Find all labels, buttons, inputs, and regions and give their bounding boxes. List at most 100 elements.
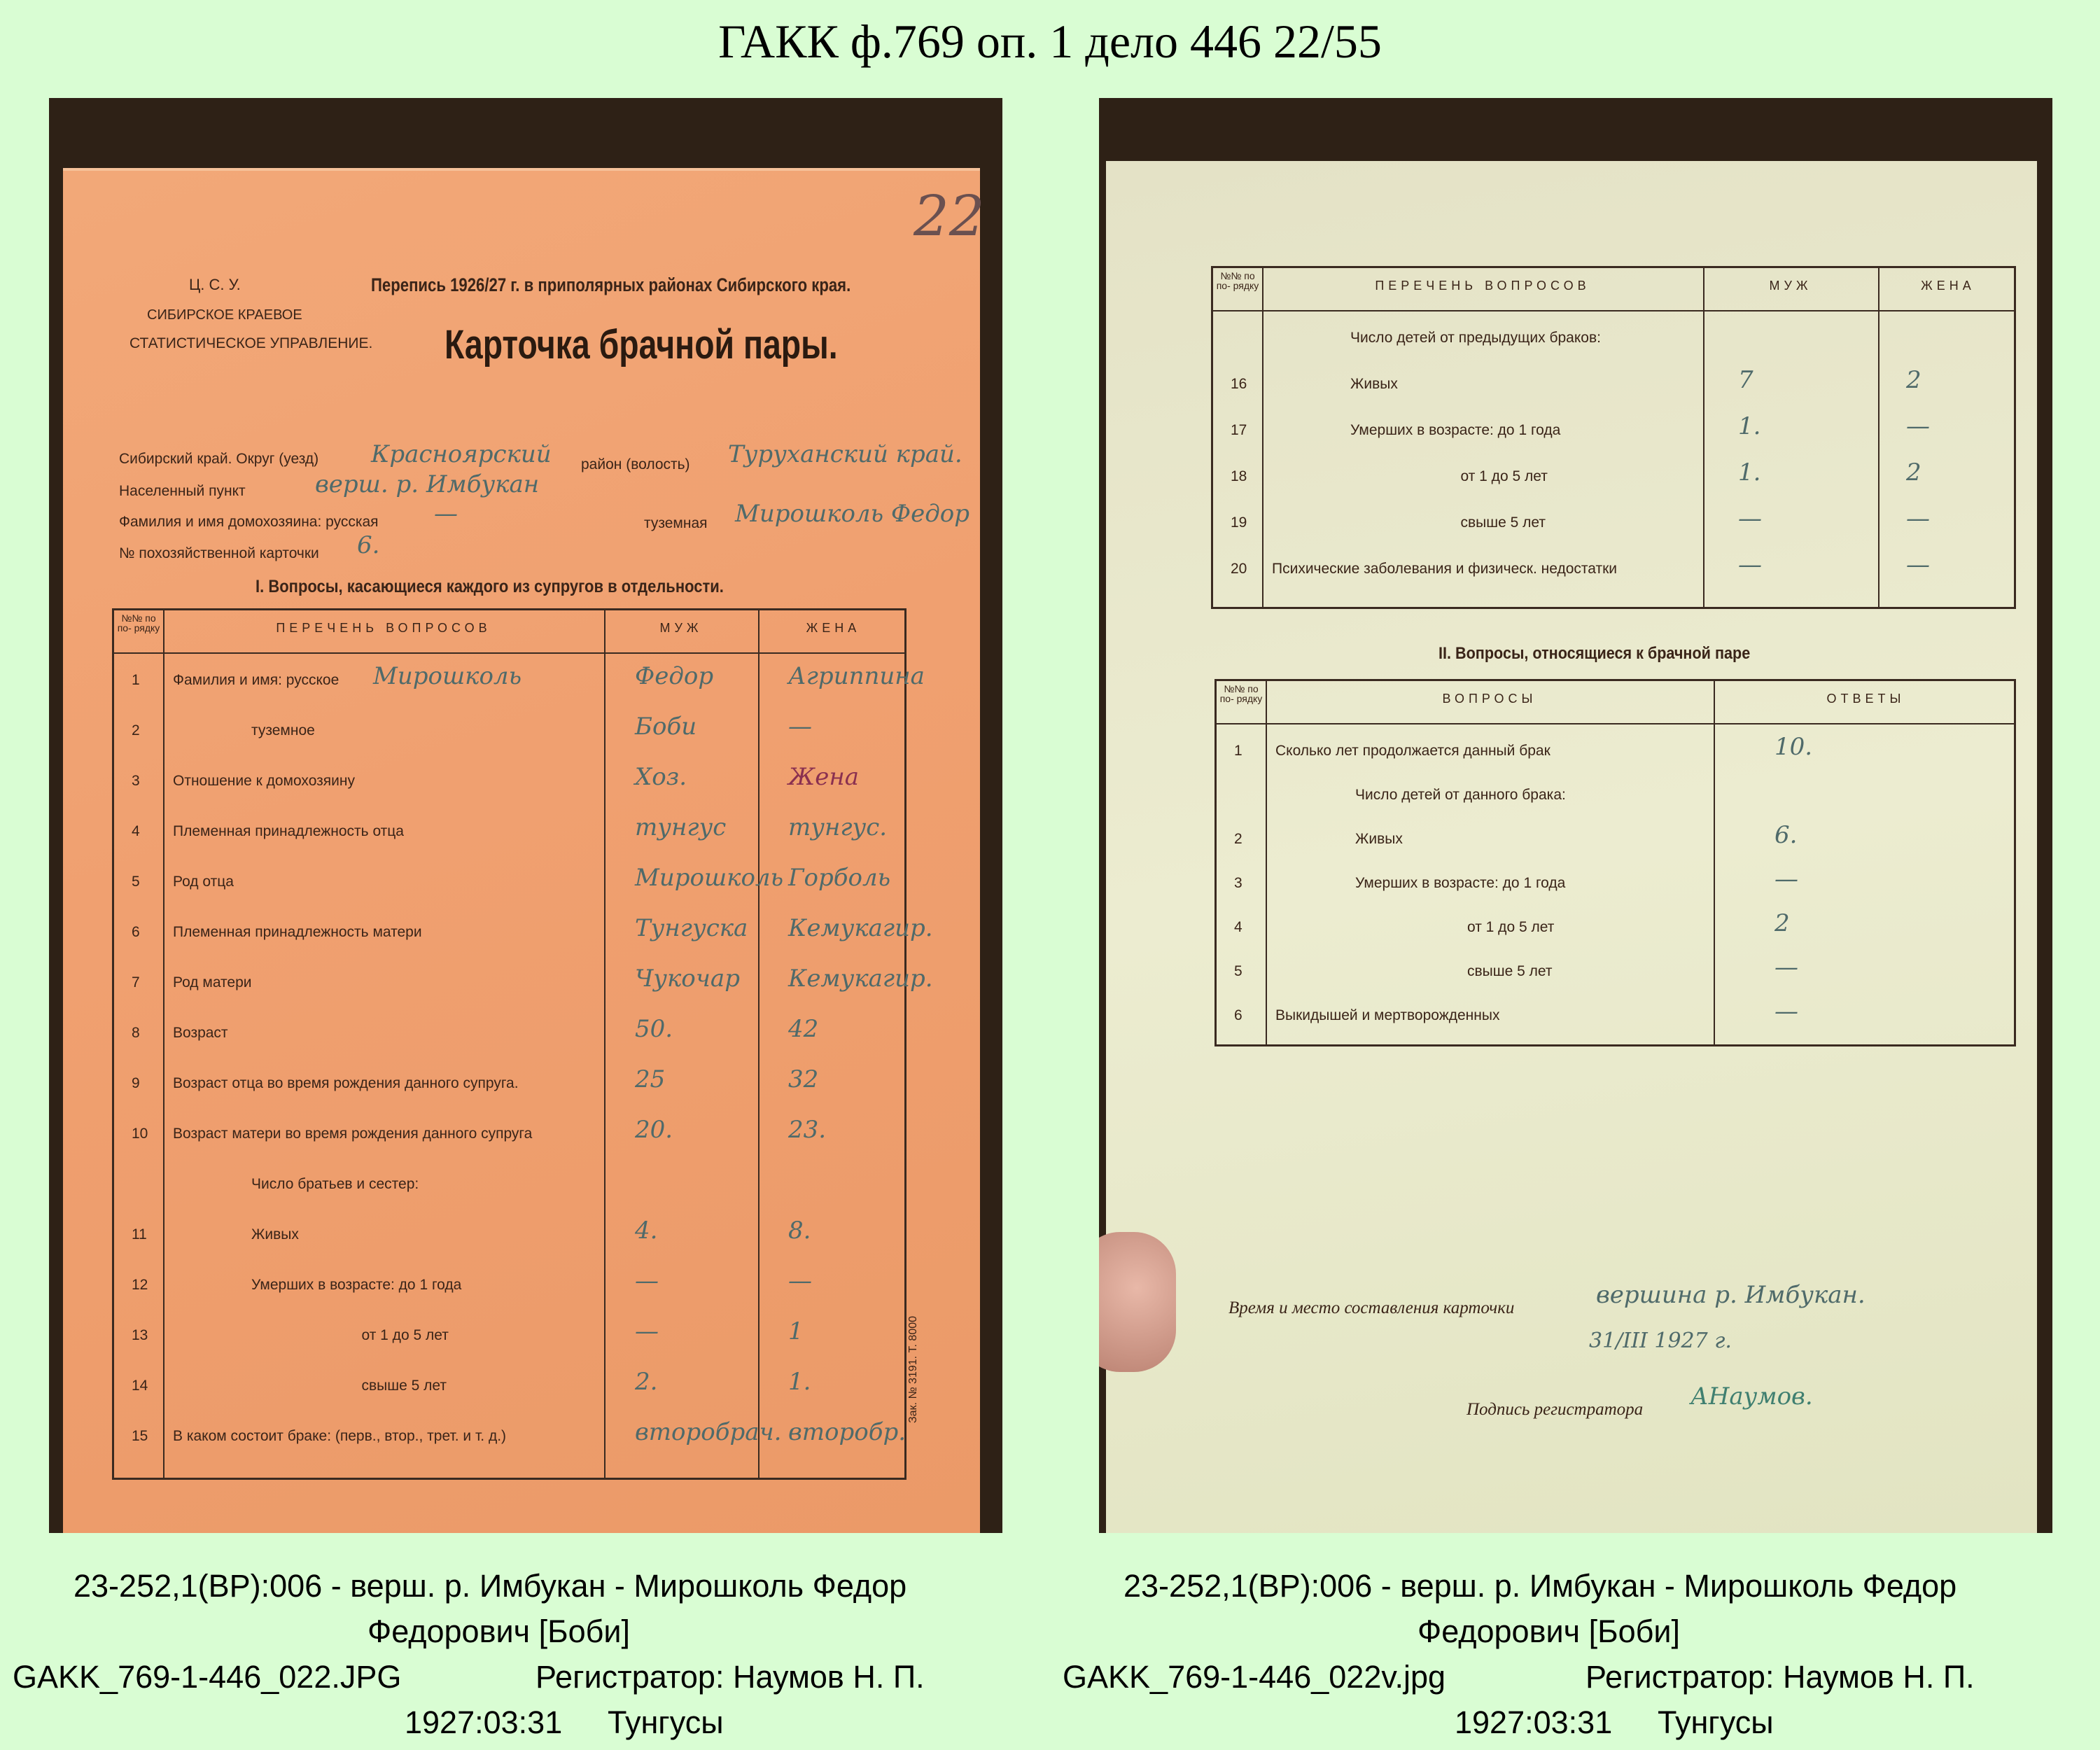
card-back-paper: №№ по по- рядку ПЕРЕЧЕНЬ ВОПРОСОВ МУЖ ЖЕНА Ч…: [1106, 161, 2037, 1533]
table-row: 18 от 1 до 5 лет 1. 2: [1213, 458, 2014, 509]
cell-q: Число детей от данного брака:: [1355, 787, 1566, 803]
cell-n: 4: [132, 823, 140, 839]
cell-m: —: [1738, 551, 1762, 579]
print-note: Зак. № 3191. Т. 8000: [907, 1315, 919, 1423]
cell-n: 6: [132, 924, 140, 940]
cell-m: тунгус: [635, 813, 727, 841]
cell-w: 23.: [788, 1116, 827, 1144]
cell-n: 1: [1234, 743, 1242, 759]
field-value: Красноярский: [371, 440, 552, 468]
table-row: 3 Умерших в возрасте: до 1 года —: [1217, 865, 2014, 913]
field-label: туземная: [644, 515, 708, 531]
cell-n: 4: [1234, 919, 1242, 935]
signature-label: Подпись регистратора: [1466, 1400, 1644, 1419]
page-number: 22: [913, 183, 985, 248]
cell-m: 20.: [635, 1116, 673, 1144]
cell-w: Кемукагир.: [788, 965, 933, 993]
header-divider: [1213, 310, 2014, 312]
cell-extra: Мирошколь: [373, 662, 522, 690]
cell-n: 15: [132, 1428, 148, 1444]
questions-table: №№ по по- рядку ПЕРЕЧЕНЬ ВОПРОСОВ МУЖ ЖЕНА 1…: [112, 608, 933, 1480]
caption-line2: Федорович [Боби]: [368, 1614, 631, 1649]
table-row: 4 от 1 до 5 лет 2: [1217, 909, 2014, 958]
table-row: 13 от 1 до 5 лет — 1: [114, 1317, 904, 1372]
table-row: 14 свыше 5 лет 2. 1.: [114, 1368, 904, 1422]
cell-q: Число братьев и сестер:: [251, 1176, 419, 1192]
table-row: 20 Психические заболевания и физическ. не…: [1213, 551, 2014, 601]
field-value: Туруханский край.: [728, 440, 962, 468]
cell-w: —: [1906, 412, 1930, 440]
cell-m: Мирошколь: [635, 864, 784, 892]
cell-m: 1.: [1738, 412, 1761, 440]
cell-q: Отношение к домохозяину: [173, 773, 355, 789]
cell-q: Возраст отца во время рождения данного с…: [173, 1075, 519, 1091]
cell-m: —: [635, 1317, 659, 1345]
cell-w: тунгус.: [788, 813, 888, 841]
cell-n: 3: [132, 773, 140, 789]
section-heading: I. Вопросы, касающиеся каждого из супруг…: [255, 577, 724, 596]
cell-n: 1: [132, 672, 140, 688]
registrar-signature: АНаумов.: [1690, 1382, 1813, 1410]
cell-n: 17: [1231, 422, 1247, 438]
caption-people: Тунгусы: [1658, 1704, 1774, 1740]
place-value: вершина р. Имбукан.: [1596, 1281, 1865, 1309]
cell-w: Агриппина: [788, 662, 925, 690]
cell-a: 10.: [1774, 733, 1813, 761]
cell-n: 16: [1231, 376, 1247, 392]
cell-q: от 1 до 5 лет: [361, 1327, 449, 1343]
field-value: 6.: [357, 531, 380, 559]
cell-q: от 1 до 5 лет: [1460, 468, 1548, 484]
cell-q: Возраст матери во время рождения данного…: [173, 1126, 533, 1142]
cell-w: 1: [788, 1317, 804, 1345]
org-line: СИБИРСКОЕ КРАЕВОЕ: [147, 307, 302, 323]
cell-q: В каком состоит браке: (перв., втор., тр…: [173, 1428, 507, 1444]
cell-w: 32: [788, 1065, 819, 1093]
column-divider: [604, 610, 606, 1478]
column-divider: [1714, 681, 1715, 1044]
cell-w: 8.: [788, 1217, 811, 1245]
caption-registrar: Регистратор: Наумов Н. П.: [1586, 1659, 1975, 1695]
cell-m: —: [1738, 505, 1762, 533]
table-row: 2 Живых 6.: [1217, 821, 2014, 869]
cell-n: 7: [132, 974, 140, 990]
caption-line1: 23-252,1(ВР):006 - верш. р. Имбукан - Ми…: [1124, 1568, 1957, 1604]
cell-n: 9: [132, 1075, 140, 1091]
table-row: Число детей от данного брака:: [1217, 781, 2014, 825]
card-front-photo: Ц. С. У. СИБИРСКОЕ КРАЕВОЕ СТАТИСТИЧЕСКО…: [49, 98, 1002, 1533]
caption-date: 1927:03:31: [1455, 1704, 1613, 1740]
cell-n: 10: [132, 1126, 148, 1142]
cell-n: 2: [1234, 831, 1242, 847]
cell-a: —: [1774, 865, 1798, 893]
cell-q: свыше 5 лет: [361, 1378, 447, 1394]
cell-q: Возраст: [173, 1025, 228, 1041]
field-label: Фамилия и имя домохозяина: русская: [119, 514, 379, 530]
cell-m: 25: [635, 1065, 666, 1093]
cell-n: 8: [132, 1025, 140, 1041]
table-row: 11 Живых 4. 8.: [114, 1217, 904, 1271]
cell-w: 2: [1906, 366, 1921, 394]
cell-a: 2: [1774, 909, 1790, 937]
table-row: 6 Племенная принадлежность матери Тунгуска…: [114, 914, 933, 969]
column-divider: [1266, 681, 1267, 1044]
column-header: МУЖ: [659, 621, 703, 635]
cell-q: Число детей от предыдущих браков:: [1350, 330, 1601, 346]
field-label: Сибирский край. Округ (уезд): [119, 451, 319, 467]
questions-table-continued: №№ по по- рядку ПЕРЕЧЕНЬ ВОПРОСОВ МУЖ ЖЕНА Ч…: [1211, 266, 2016, 609]
table-row: 5 свыше 5 лет —: [1217, 953, 2014, 1002]
cell-m: Федор: [635, 662, 714, 690]
cell-w: Кемукагир.: [788, 914, 933, 942]
thumb: [1099, 1232, 1176, 1372]
column-header: МУЖ: [1769, 279, 1812, 293]
cell-w: —: [788, 1267, 812, 1295]
field-label: район (волость): [581, 456, 690, 472]
cell-n: 2: [132, 722, 140, 738]
cell-m: Тунгуска: [635, 914, 748, 942]
page-title: ГАКК ф.769 оп. 1 дело 446 22/55: [718, 15, 1382, 68]
table-row: 5 Род отца Мирошколь Горболь: [114, 864, 904, 918]
field-label: Населенный пункт: [119, 483, 246, 499]
cell-n: 5: [1234, 963, 1242, 979]
caption-people: Тунгусы: [608, 1704, 724, 1740]
table-row: 15 В каком состоит браке: (перв., втор., …: [114, 1418, 906, 1473]
table-row: Число братьев и сестер:: [114, 1170, 904, 1221]
cell-n: 5: [132, 874, 140, 890]
